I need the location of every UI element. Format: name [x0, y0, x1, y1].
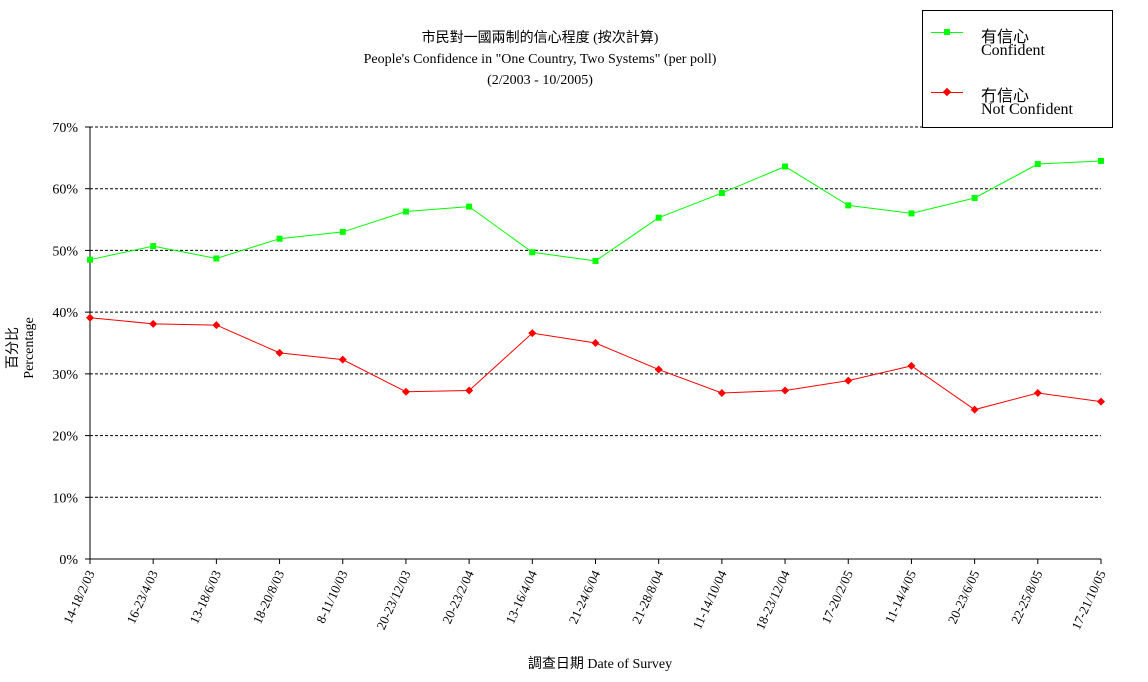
legend-label-confident-zh: 有信心 [981, 29, 1030, 46]
data-point-diamond [907, 361, 916, 370]
data-point-square [845, 202, 852, 209]
y-tick-label: 30% [52, 368, 78, 383]
data-point-square [592, 257, 599, 264]
data-point-diamond [338, 355, 347, 364]
y-tick-label: 20% [52, 430, 78, 445]
chart-title: 市民對一國兩制的信心程度 (按次計算) [421, 31, 659, 46]
legend-label-not-confident-zh: 冇信心 [981, 88, 1030, 105]
data-point-diamond [149, 319, 158, 328]
legend-marker-diamond-icon [942, 87, 952, 97]
series-line [89, 317, 1102, 411]
x-tick-label: 11-14/4/05 [882, 568, 920, 626]
data-point-square [782, 163, 789, 170]
series-group [86, 157, 1105, 414]
data-point-square [1098, 157, 1104, 164]
data-point-diamond [275, 348, 284, 357]
x-tick-label: 21-24/6/04 [566, 567, 604, 625]
data-point-square [718, 190, 725, 197]
data-point-diamond [654, 365, 663, 374]
chart-period: (2/2003 - 10/2005) [487, 73, 593, 88]
data-point-diamond [465, 386, 474, 395]
x-tick-label: 18-23/12/04 [752, 567, 793, 631]
legend: 有信心 Confident 冇信心 Not Confident [922, 10, 1113, 128]
data-point-diamond [970, 405, 979, 414]
data-point-square [466, 203, 473, 210]
data-point-square [150, 243, 157, 250]
legend-marker-square-icon [944, 29, 950, 35]
chart-title-block: 市民對一國兩制的信心程度 (按次計算) People's Confidence … [330, 28, 750, 91]
series-confident [87, 157, 1104, 264]
x-tick-label: 8-11/10/03 [313, 568, 351, 626]
y-axis-label: 百分比 Percentage [6, 317, 37, 379]
data-point-diamond [844, 376, 853, 385]
legend-label-confident-en: Confident [981, 42, 1045, 59]
x-tick-label: 18-20/8/03 [250, 568, 288, 626]
x-axis-label: 調查日期 Date of Survey [527, 657, 673, 672]
x-tick-label: 11-14/10/04 [689, 567, 729, 631]
x-tick-labels: 14-18/2/03 16-23/4/03 13-18/6/03 18-20/8/03… [60, 567, 1109, 631]
data-point-square [276, 235, 283, 242]
data-point-square [908, 210, 915, 217]
y-tick-label: 50% [52, 244, 78, 259]
data-point-square [213, 255, 220, 262]
x-tick-label: 20-23/6/05 [945, 568, 983, 626]
data-point-diamond [781, 386, 790, 395]
data-point-diamond [1097, 397, 1105, 406]
series-line [89, 160, 1102, 262]
chart-subtitle: People's Confidence in "One Country, Two… [363, 52, 717, 67]
data-point-diamond [212, 321, 221, 330]
axes [85, 126, 1102, 564]
y-tick-label: 0% [59, 553, 78, 568]
x-tick-label: 17-20/2/05 [818, 568, 856, 626]
x-tick-label: 13-16/4/04 [502, 567, 540, 625]
y-tick-label: 70% [52, 121, 78, 136]
series-not-confident [86, 313, 1105, 414]
data-point-square [1034, 161, 1041, 168]
x-tick-label: 13-18/6/03 [186, 568, 224, 626]
x-tick-label: 20-23/12/03 [373, 568, 413, 632]
x-tick-label: 21-28/8/04 [629, 567, 667, 625]
data-point-diamond [86, 313, 94, 322]
x-tick-label: 16-23/4/03 [123, 568, 161, 626]
gridlines [90, 126, 1101, 498]
legend-label-not-confident-en: Not Confident [981, 101, 1073, 118]
x-tick-label: 20-23/2/04 [439, 567, 477, 625]
data-point-square [529, 249, 536, 256]
y-tick-label: 40% [52, 306, 78, 321]
data-point-diamond [401, 387, 410, 396]
data-point-square [971, 194, 978, 201]
data-point-square [402, 208, 409, 215]
data-point-square [87, 256, 93, 263]
x-tick-label: 22-25/8/05 [1008, 568, 1046, 626]
data-point-square [339, 228, 346, 235]
data-point-diamond [591, 339, 600, 347]
data-point-diamond [1033, 388, 1042, 397]
x-tick-label: 17-21/10/05 [1068, 568, 1108, 632]
data-point-square [655, 214, 662, 221]
y-tick-label: 10% [52, 491, 78, 506]
y-tick-label: 60% [52, 183, 78, 198]
y-tick-labels: 0% 10% 20% 30% 40% 50% 60% 70% [52, 121, 78, 568]
data-point-diamond [717, 388, 726, 397]
data-point-diamond [528, 329, 537, 338]
x-tick-label: 14-18/2/03 [60, 568, 98, 626]
